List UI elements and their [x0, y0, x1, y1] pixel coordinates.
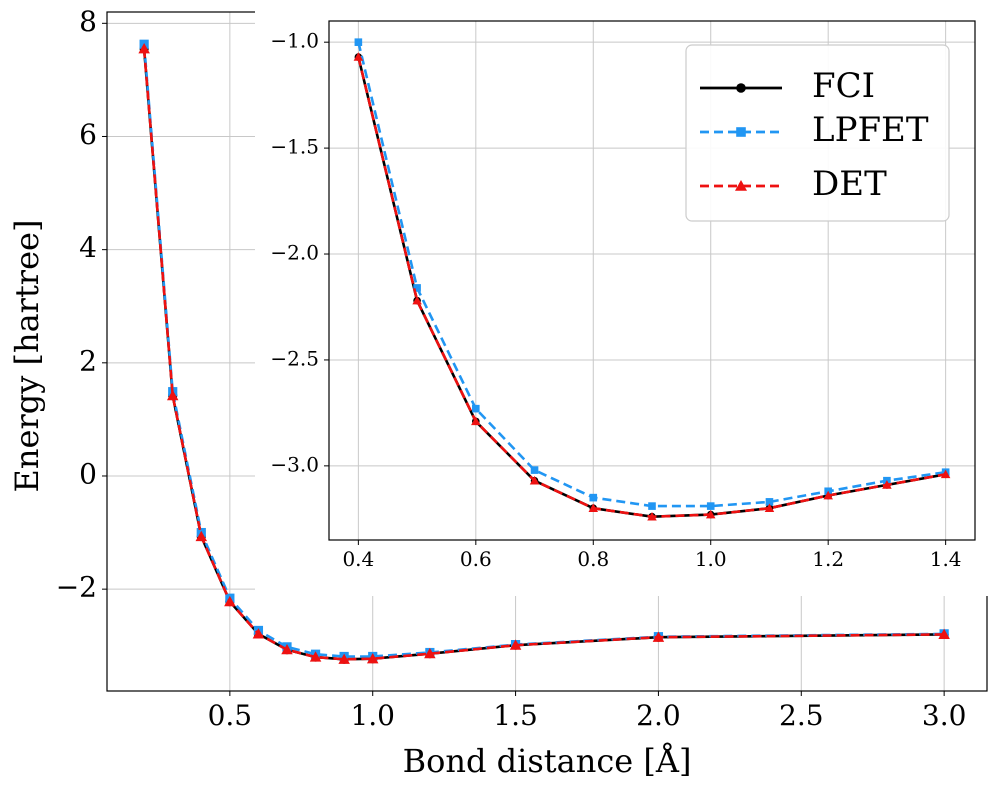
- main-xtick-label: 2.0: [636, 699, 681, 732]
- main-series: [138, 39, 950, 664]
- inset-point-det: [882, 480, 892, 489]
- inset-point-lpfet: [530, 466, 539, 474]
- inset-ytick-label: −1.5: [270, 135, 319, 159]
- inset-point-lpfet: [413, 284, 421, 292]
- inset-point-det: [412, 295, 422, 305]
- inset-point-det: [705, 509, 716, 519]
- main-point-det: [224, 595, 236, 607]
- inset-ytick-label: −2.5: [270, 346, 319, 370]
- inset-series: [353, 38, 951, 521]
- legend-label-fci: FCI: [812, 66, 875, 106]
- main-ytick-label: 0: [79, 457, 97, 490]
- main-point-det: [424, 647, 436, 659]
- inset-xtick-label: 1.4: [930, 547, 962, 571]
- main-series-det: [138, 43, 950, 664]
- main-ytick-label: 4: [79, 231, 97, 264]
- legend-entries: [700, 83, 782, 191]
- inset-point-det: [588, 503, 599, 513]
- legend-label-det: DET: [812, 164, 887, 204]
- y-axis-label: Energy [hartree]: [8, 220, 46, 493]
- inset-xtick-label: 0.4: [342, 547, 374, 571]
- inset-point-det: [823, 490, 833, 500]
- main-point-det: [252, 628, 265, 639]
- main-point-det: [938, 628, 950, 640]
- main-point-det: [138, 43, 150, 54]
- main-xtick-label: 2.5: [779, 699, 824, 732]
- main-ytick-label: −2: [56, 571, 97, 604]
- inset-xtick-label: 0.6: [460, 547, 492, 571]
- inset-xtick-label: 1.2: [812, 547, 844, 571]
- inset-point-det: [353, 52, 364, 61]
- legend-marker-det: [735, 180, 747, 191]
- main-point-det: [166, 389, 179, 401]
- legend-marker-lpfet: [736, 127, 746, 137]
- inset-series-det: [353, 52, 951, 521]
- main-point-det: [309, 651, 322, 662]
- main-xtick-label: 1.5: [493, 699, 538, 732]
- main-xtick-label: 3.0: [922, 699, 967, 732]
- main-xtick-label: 1.0: [350, 699, 395, 732]
- inset-xtick-label: 0.8: [577, 547, 609, 571]
- inset-ytick-label: −1.0: [270, 29, 319, 53]
- main-point-det: [281, 643, 293, 655]
- main-point-det: [652, 631, 665, 642]
- legend: FCI LPFET DET: [685, 44, 950, 222]
- main-point-det: [366, 652, 379, 664]
- inset-point-lpfet: [589, 493, 598, 502]
- main-xtick-label: 0.5: [208, 699, 253, 732]
- inset-point-det: [529, 475, 540, 485]
- inset-point-det: [647, 511, 657, 521]
- inset-xtick-label: 1.0: [695, 547, 727, 571]
- inset-point-lpfet: [472, 404, 480, 413]
- inset-point-det: [471, 416, 481, 426]
- inset-point-lpfet: [706, 502, 715, 510]
- inset-point-lpfet: [648, 502, 656, 510]
- legend-label-lpfet: LPFET: [812, 110, 929, 150]
- main-ytick-label: 6: [79, 118, 97, 151]
- main-ticks: 0.5 1.0 1.5 2.0 2.5 3.0 −2 0 2 4 6 8: [56, 5, 967, 732]
- main-point-det: [338, 653, 350, 664]
- legend-marker-fci: [736, 83, 746, 93]
- inset-point-det: [940, 469, 951, 479]
- inset-ticks: 0.4 0.6 0.8 1.0 1.2 1.4 −3.0 −2.5 −2.0 −1.5 −1.0: [270, 29, 961, 571]
- main-point-det: [195, 530, 208, 542]
- main-ytick-label: 8: [79, 5, 97, 38]
- inset-point-lpfet: [765, 498, 774, 506]
- inset-ytick-label: −3.0: [270, 452, 319, 476]
- inset-point-lpfet: [354, 38, 363, 46]
- inset-point-det: [764, 503, 775, 513]
- inset-ytick-label: −2.0: [270, 241, 319, 265]
- x-axis-label: Bond distance [Å]: [403, 742, 692, 780]
- inset-plot-frame: [328, 20, 976, 541]
- main-point-det: [509, 639, 522, 650]
- main-ytick-label: 2: [79, 344, 97, 377]
